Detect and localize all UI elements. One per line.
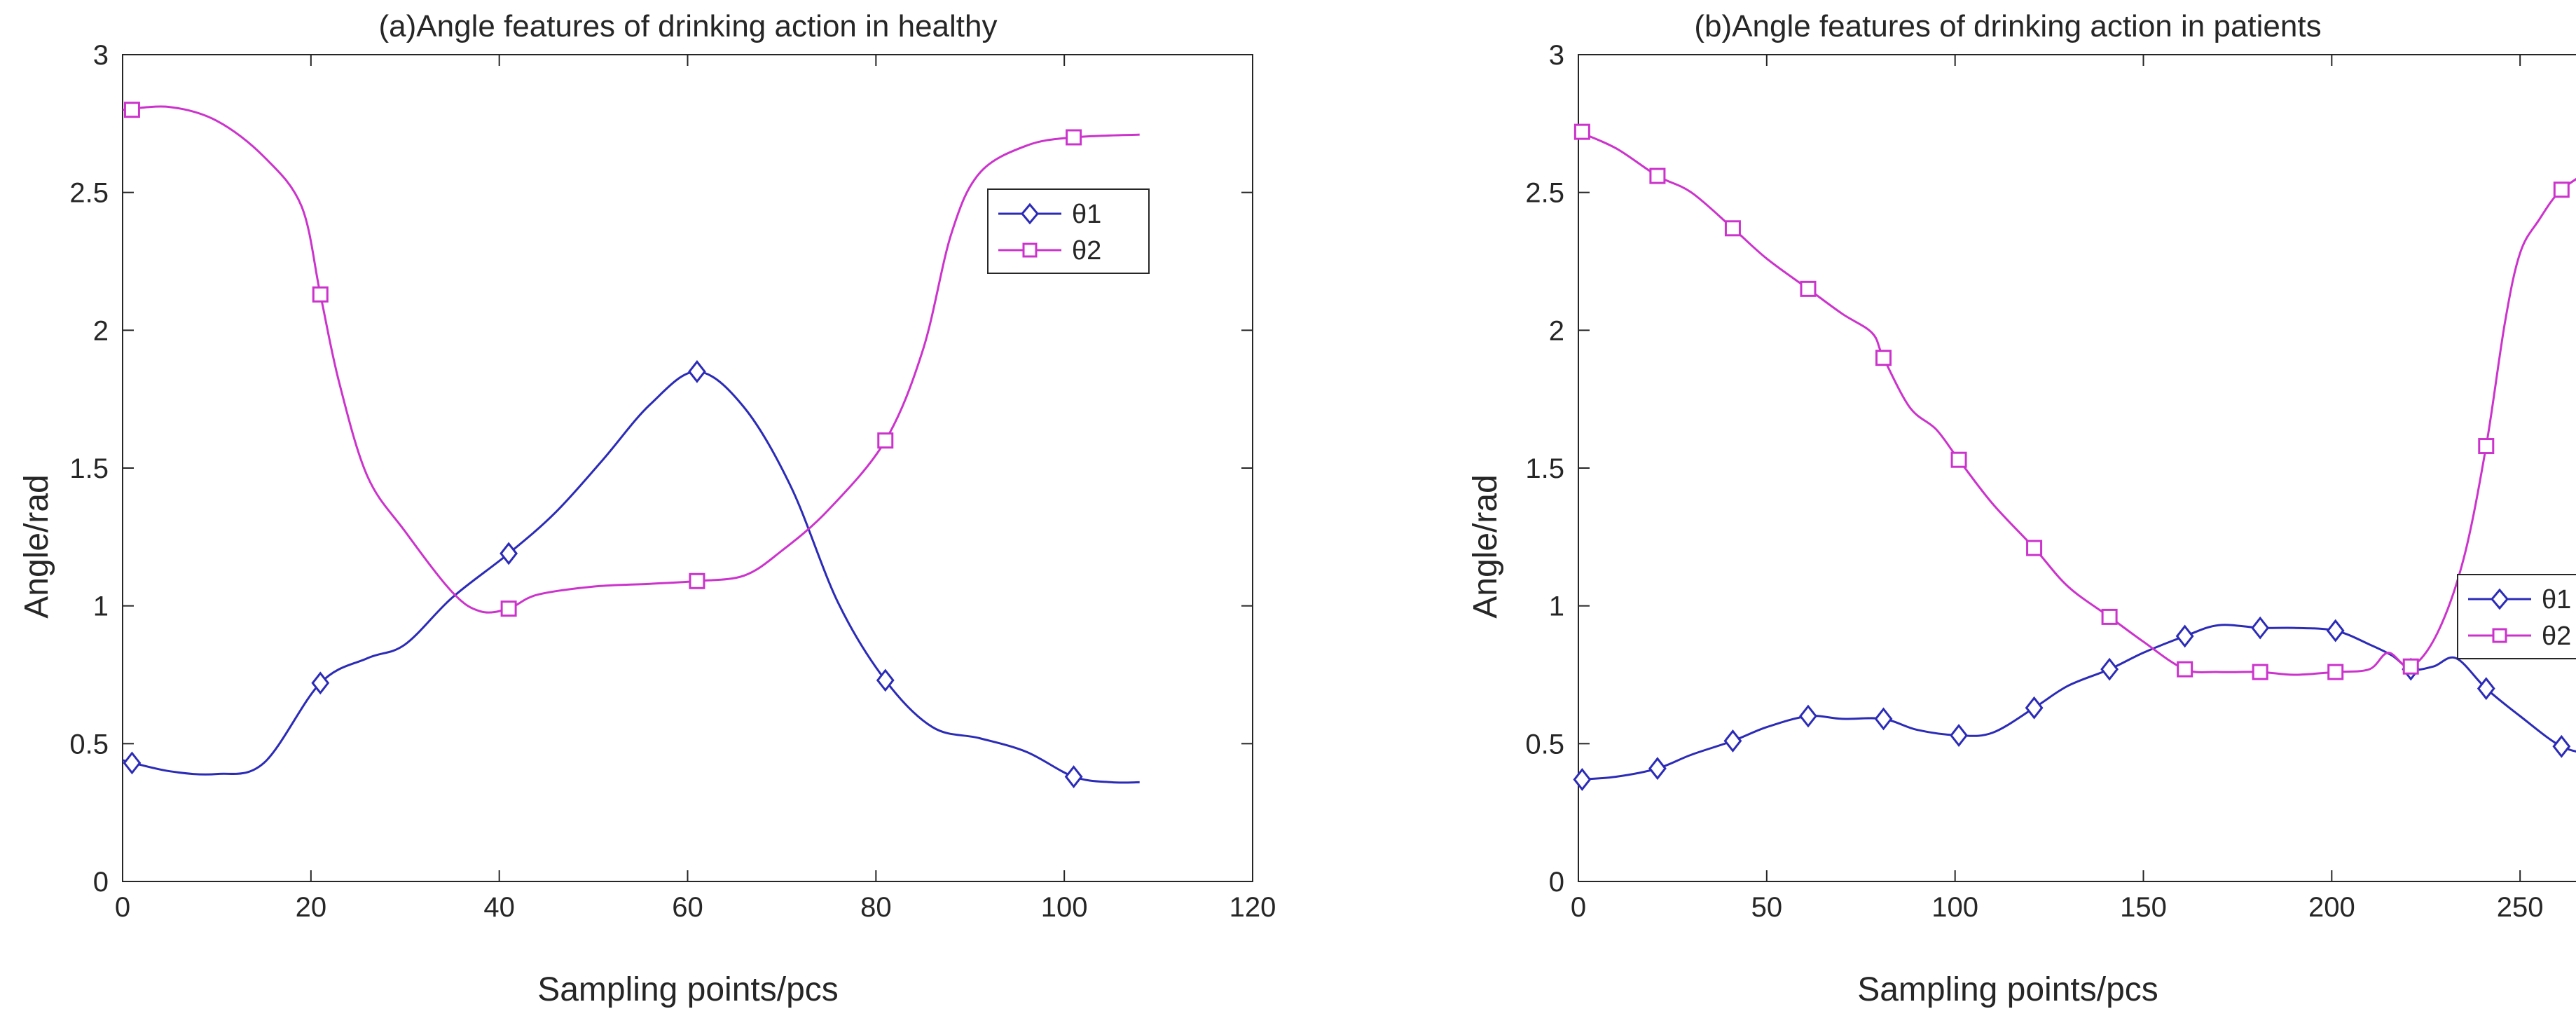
data-point-theta1 xyxy=(1874,707,1893,731)
y-tick-group: 0 0.5 1 1.5 2 2.5 3 xyxy=(69,40,1253,898)
legend-diamond-icon xyxy=(1021,203,1039,225)
data-point-theta2 xyxy=(1649,167,1666,184)
chart-panel-patients: (b)Angle features of drinking action in … xyxy=(1467,9,2576,1008)
data-point-theta1 xyxy=(2025,696,2044,720)
y-tick-label: 3 xyxy=(93,40,109,71)
series-line-theta2 xyxy=(122,105,1140,614)
legend-box xyxy=(2457,574,2576,659)
legend-label-theta2: θ2 xyxy=(2542,622,2571,651)
y-tick-label: 1 xyxy=(93,591,109,622)
y-tick-label: 0.5 xyxy=(1525,729,1564,760)
data-point-theta1 xyxy=(2552,734,2571,758)
data-point-theta2 xyxy=(689,572,705,589)
data-point-theta2 xyxy=(2101,608,2118,625)
series-layer xyxy=(122,102,1140,788)
data-point-theta2 xyxy=(2177,661,2193,678)
data-point-theta1 xyxy=(1573,768,1592,791)
legend-label-theta2: θ2 xyxy=(1072,236,1101,266)
y-tick-label: 0 xyxy=(1549,867,1564,898)
data-point-theta2 xyxy=(312,286,329,303)
x-tick-label: 100 xyxy=(1931,892,1978,923)
legend-label-theta1: θ1 xyxy=(1072,200,1101,229)
y-tick-label: 2 xyxy=(93,315,109,346)
data-point-theta1 xyxy=(2477,677,2495,701)
x-tick-label: 20 xyxy=(296,892,327,923)
data-point-theta2 xyxy=(123,102,140,118)
y-tick-label: 1.5 xyxy=(1525,453,1564,484)
data-point-theta1 xyxy=(2326,619,2345,643)
y-tick-label: 0 xyxy=(93,867,109,898)
y-tick-label: 1.5 xyxy=(69,453,109,484)
data-point-theta2 xyxy=(2327,664,2344,680)
x-tick-group: 050100150200250300 xyxy=(1571,55,2544,923)
x-tick-label: 200 xyxy=(2308,892,2355,923)
y-tick-group: 0 0.5 1 1.5 2 2.5 3 xyxy=(1525,40,1590,898)
data-point-theta2 xyxy=(1573,123,1590,140)
x-tick-label: 0 xyxy=(1571,892,1586,923)
series-line-theta1 xyxy=(122,370,1140,784)
x-tick-label: 40 xyxy=(483,892,515,923)
x-tick-label: 120 xyxy=(1230,892,1276,923)
y-axis-label: Angle/rad xyxy=(18,474,55,618)
data-point-theta1 xyxy=(2100,657,2119,681)
data-point-theta2 xyxy=(1875,350,1892,366)
data-point-theta2 xyxy=(2553,181,2570,198)
x-tick-label: 80 xyxy=(860,892,892,923)
legend-diamond-icon xyxy=(2491,588,2509,610)
data-point-theta2 xyxy=(2478,438,2495,455)
data-point-theta2 xyxy=(877,432,894,449)
data-point-theta1 xyxy=(876,668,895,692)
y-tick-label: 2 xyxy=(1549,315,1564,346)
x-axis-label: Sampling points/pcs xyxy=(537,971,839,1008)
legend-square-icon xyxy=(2492,628,2507,643)
data-point-theta1 xyxy=(688,359,706,383)
data-point-theta2 xyxy=(2402,658,2419,675)
data-point-theta1 xyxy=(1723,729,1742,753)
y-tick-label: 1 xyxy=(1549,591,1564,622)
legend-box xyxy=(987,188,1150,274)
chart-panel-healthy: (a)Angle features of drinking action in … xyxy=(18,9,1276,1008)
x-tick-label: 250 xyxy=(2497,892,2544,923)
legend: θ1 θ2 xyxy=(987,188,1150,274)
chart-title: (a)Angle features of drinking action in … xyxy=(379,9,998,43)
data-point-theta1 xyxy=(1064,765,1083,788)
data-point-theta1 xyxy=(2175,624,2194,648)
y-tick-label: 0.5 xyxy=(69,729,109,760)
x-tick-label: 60 xyxy=(672,892,703,923)
legend-label-theta1: θ1 xyxy=(2542,585,2571,615)
data-point-theta2 xyxy=(500,600,517,617)
y-axis-label: Angle/rad xyxy=(1467,474,1504,618)
data-point-theta2 xyxy=(1066,129,1082,146)
data-point-theta1 xyxy=(1799,704,1817,728)
y-tick-label: 2.5 xyxy=(69,178,109,209)
data-point-theta1 xyxy=(311,671,330,695)
data-point-theta1 xyxy=(500,542,518,565)
series-line-theta1 xyxy=(1578,624,2576,781)
data-point-theta2 xyxy=(1800,280,1817,297)
data-point-theta2 xyxy=(1950,451,1967,468)
x-tick-label: 100 xyxy=(1041,892,1088,923)
data-point-theta1 xyxy=(123,751,142,775)
data-point-theta2 xyxy=(2026,540,2043,556)
x-tick-group: 0 20 40 60 80 100 120 xyxy=(115,55,1276,923)
x-tick-label: 50 xyxy=(1751,892,1783,923)
series-layer xyxy=(1573,123,2576,791)
y-tick-label: 2.5 xyxy=(1525,178,1564,209)
x-tick-label: 0 xyxy=(115,892,130,923)
y-tick-label: 3 xyxy=(1549,40,1564,71)
x-tick-label: 150 xyxy=(2120,892,2167,923)
data-point-theta2 xyxy=(1724,220,1741,237)
legend-square-icon xyxy=(1022,242,1038,258)
chart-title: (b)Angle features of drinking action in … xyxy=(1694,9,2321,43)
data-point-theta1 xyxy=(1648,757,1667,781)
data-point-theta2 xyxy=(2252,664,2268,680)
x-axis-label: Sampling points/pcs xyxy=(1857,971,2158,1008)
data-point-theta1 xyxy=(2251,616,2270,640)
legend: θ1 θ2 xyxy=(2457,574,2576,659)
data-point-theta1 xyxy=(1950,724,1968,747)
